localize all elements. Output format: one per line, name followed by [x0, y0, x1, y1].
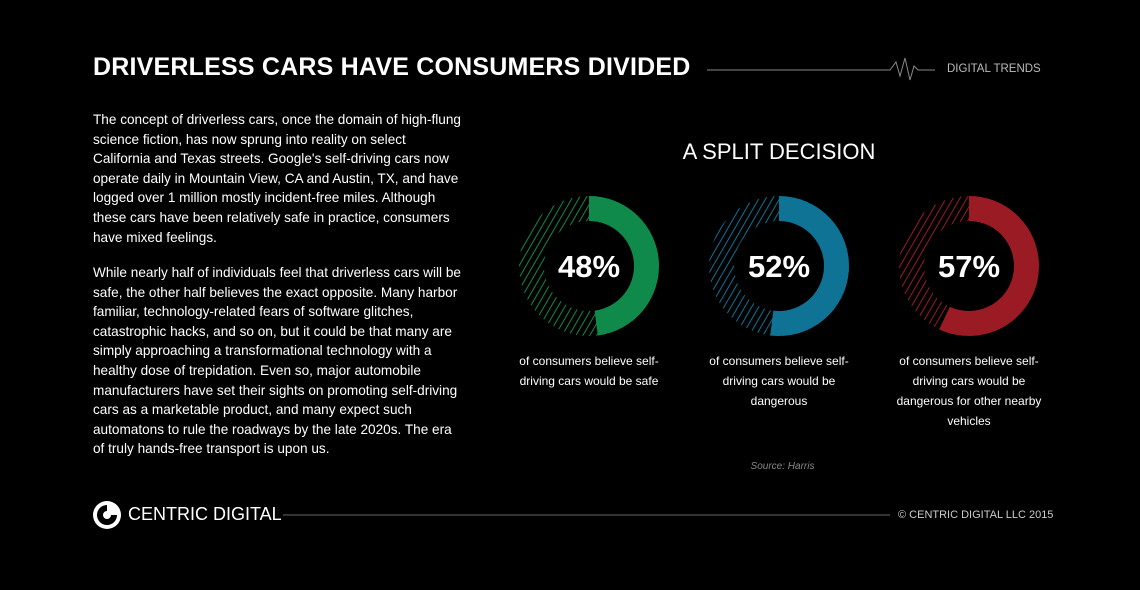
paragraph: The concept of driverless cars, once the… [93, 112, 461, 245]
donut-caption: of consumers believe self-driving cars w… [519, 354, 659, 388]
logo-cut [97, 505, 117, 525]
copyright: © CENTRIC DIGITAL LLC 2015 [898, 509, 1054, 521]
paragraph: While nearly half of individuals feel th… [93, 265, 461, 457]
donut-caption: of consumers believe self-driving cars w… [709, 354, 849, 408]
title: DRIVERLESS CARS HAVE CONSUMERS DIVIDED [93, 53, 691, 81]
donut-segment [589, 196, 659, 336]
logo-text: CENTRIC DIGITAL [128, 504, 282, 524]
donut-segment [939, 196, 1039, 336]
value-label: 57% [938, 249, 1000, 284]
brand: DIGITAL TRENDS [947, 63, 1041, 75]
section-title: A SPLIT DECISION [682, 139, 876, 164]
header-rule [707, 57, 935, 81]
donut-segment [770, 196, 849, 336]
source: Source: Harris [750, 461, 815, 472]
value-label: 48% [558, 249, 620, 284]
donut-caption: of consumers believe self-driving cars w… [896, 354, 1042, 428]
value-label: 52% [748, 249, 810, 284]
